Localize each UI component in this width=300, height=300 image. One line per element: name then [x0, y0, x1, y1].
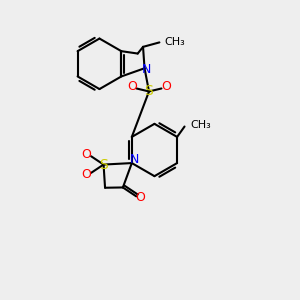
Text: S: S: [145, 84, 153, 98]
Text: N: N: [141, 63, 151, 76]
Text: CH₃: CH₃: [165, 38, 185, 47]
Text: CH₃: CH₃: [190, 120, 211, 130]
Text: O: O: [161, 80, 171, 94]
Text: O: O: [135, 191, 145, 204]
Text: O: O: [82, 168, 92, 181]
Text: S: S: [99, 158, 108, 172]
Text: O: O: [127, 80, 137, 94]
Text: N: N: [130, 153, 139, 166]
Text: O: O: [82, 148, 92, 161]
